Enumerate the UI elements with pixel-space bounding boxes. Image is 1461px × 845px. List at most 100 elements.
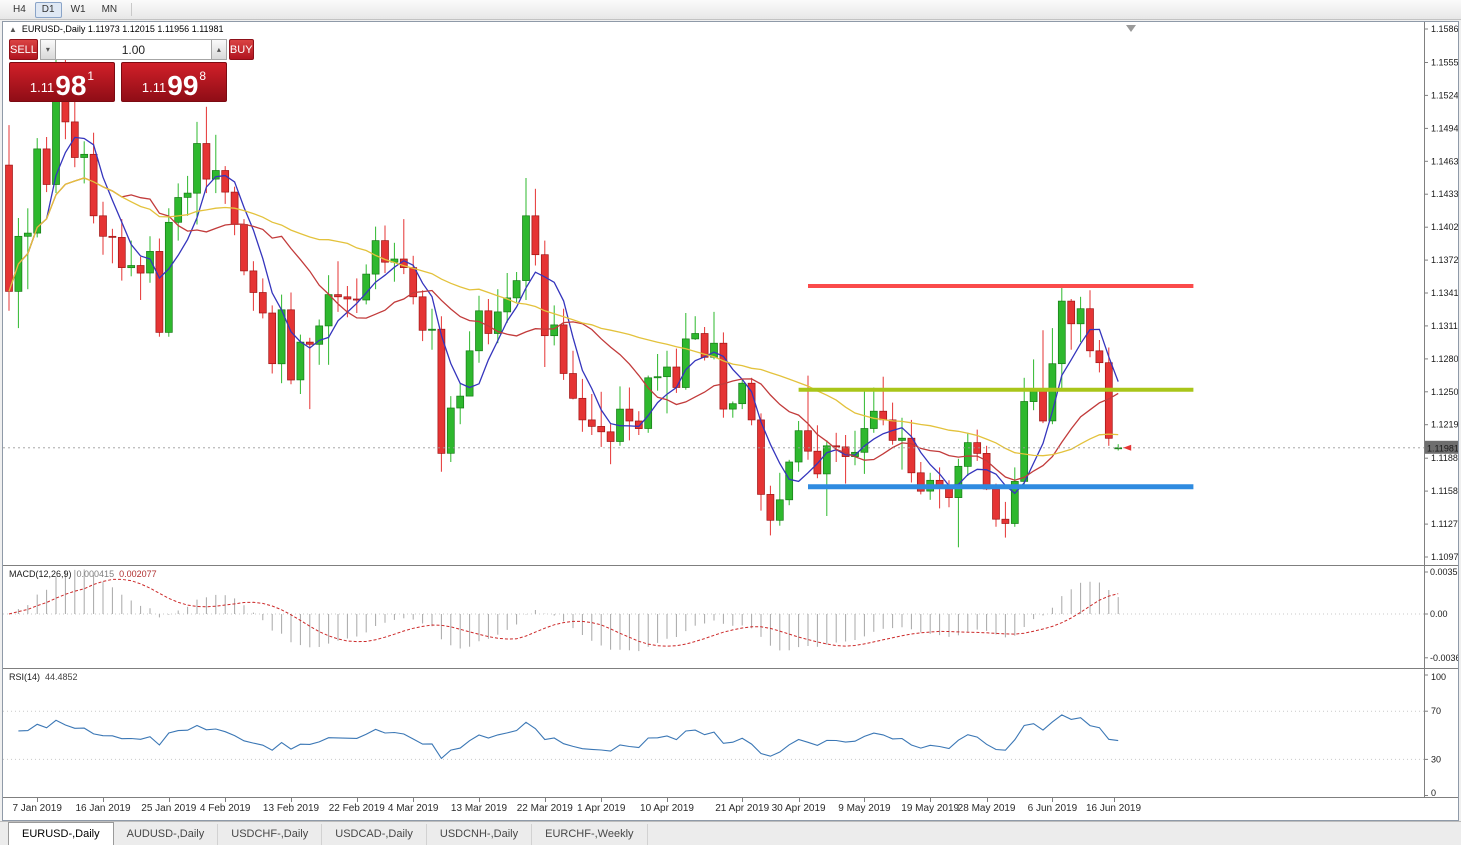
chart-window: 1.15860 1.15550 1.15245 1.14940 1.14635 1.143…	[2, 21, 1459, 821]
svg-text:-0.00367: -0.00367	[1430, 653, 1458, 663]
chart-shift-marker[interactable]	[1126, 25, 1136, 32]
date-label: 6 Jun 2019	[1027, 803, 1078, 814]
macd-canvas[interactable]: 0.003518 0.00 -0.00367	[3, 566, 1458, 668]
one-click-collapse-icon[interactable]: ▲	[9, 24, 17, 34]
volume-input[interactable]	[55, 39, 211, 60]
date-tick	[1113, 798, 1115, 802]
svg-text:1.12500: 1.12500	[1431, 387, 1458, 397]
date-label: 13 Feb 2019	[262, 803, 320, 814]
date-tick	[798, 798, 800, 802]
date-tick	[986, 798, 988, 802]
svg-text:100: 100	[1431, 672, 1446, 682]
timeframe-mn-button[interactable]: MN	[95, 2, 125, 18]
date-tick	[225, 798, 227, 802]
svg-text:1.11885: 1.11885	[1431, 453, 1458, 463]
macd-pane: 0.003518 0.00 -0.00367 MACD(12,26,9) 0.0004…	[3, 566, 1458, 669]
date-label: 25 Jan 2019	[141, 803, 197, 814]
date-tick	[601, 798, 603, 802]
date-label: 21 Apr 2019	[715, 803, 770, 814]
date-tick	[667, 798, 668, 802]
svg-text:1.13415: 1.13415	[1431, 288, 1458, 298]
timeframe-h4-button[interactable]: H4	[6, 2, 33, 18]
date-label: 22 Mar 2019	[516, 803, 573, 814]
date-label: 30 Apr 2019	[771, 803, 826, 814]
buy-button[interactable]: BUY	[228, 39, 254, 60]
rsi-canvas[interactable]: 100 70 30 0	[3, 669, 1458, 797]
macd-label: MACD(12,26,9) 0.000415 0.002077	[9, 569, 162, 579]
chart-tab-bar: EURUSD-,Daily AUDUSD-,Daily USDCHF-,Dail…	[0, 821, 1461, 845]
sell-price-main: 98	[55, 70, 87, 102]
date-label: 22 Feb 2019	[328, 803, 385, 814]
date-label: 10 Apr 2019	[640, 803, 694, 814]
date-axis[interactable]: 7 Jan 2019 16 Jan 2019 25 Jan 2019 4 Feb 20…	[3, 798, 1458, 820]
date-tick	[742, 798, 744, 802]
date-label: 19 May 2019	[901, 803, 960, 814]
sell-button[interactable]: SELL	[9, 39, 38, 60]
sell-price-pip: 1	[87, 69, 95, 83]
svg-text:0.003518: 0.003518	[1430, 567, 1458, 577]
buy-price-main: 99	[167, 70, 199, 102]
timeframe-d1-button[interactable]: D1	[34, 1, 62, 18]
buy-price-prefix: 1.11	[141, 80, 167, 95]
tab-eurchf-weekly[interactable]: EURCHF-,Weekly	[532, 824, 648, 845]
macd-signal-line	[8, 578, 1119, 647]
date-label: 1 Apr 2019	[577, 803, 626, 814]
tab-usdcad-daily[interactable]: USDCAD-,Daily	[322, 824, 427, 845]
current-price-badge	[1425, 440, 1458, 454]
toolbar-separator	[131, 3, 133, 16]
timeframe-toolbar: H4 D1 W1 MN	[0, 0, 1461, 20]
svg-text:1.15245: 1.15245	[1431, 90, 1458, 100]
ma-line-13	[8, 177, 1119, 481]
svg-text:1.12805: 1.12805	[1431, 354, 1458, 364]
macd-value-signal: 0.002077	[119, 569, 157, 579]
rsi-name: RSI(14)	[9, 672, 41, 682]
price-axis[interactable]: 1.15860 1.15550 1.15245 1.14940 1.14635 1.143…	[1424, 24, 1458, 562]
svg-text:1.14940: 1.14940	[1431, 123, 1458, 133]
timeframe-w1-button[interactable]: W1	[64, 2, 93, 18]
chart-title-row: ▲ EURUSD-,Daily 1.11973 1.12015 1.11956 …	[9, 24, 224, 34]
date-tick	[356, 798, 358, 802]
date-tick	[291, 798, 292, 802]
date-label: 28 May 2019	[957, 803, 1016, 814]
macd-value-main: 0.000415	[76, 569, 115, 579]
rsi-label: RSI(14) 44.4852	[9, 672, 83, 682]
date-label: 7 Jan 2019	[12, 803, 62, 814]
svg-text:1.15860: 1.15860	[1431, 24, 1458, 34]
svg-text:1.14635: 1.14635	[1431, 156, 1458, 166]
macd-histogram	[17, 569, 1119, 652]
date-tick	[544, 798, 546, 802]
sell-price-prefix: 1.11	[29, 80, 55, 95]
volume-control: ▾ ▴	[39, 39, 227, 60]
volume-down-button[interactable]: ▾	[39, 39, 56, 60]
rsi-pane: 100 70 30 0 RSI(14) 44.4852	[3, 669, 1458, 798]
svg-text:1.13720: 1.13720	[1431, 255, 1458, 265]
date-tick	[864, 798, 866, 802]
tab-audusd-daily[interactable]: AUDUSD-,Daily	[114, 824, 219, 845]
svg-text:1.11275: 1.11275	[1431, 519, 1458, 529]
sell-price-display[interactable]: 1.11 98 1	[9, 62, 115, 102]
tab-eurusd-daily[interactable]: EURUSD-,Daily	[8, 822, 114, 845]
main-price-pane: 1.15860 1.15550 1.15245 1.14940 1.14635 1.143…	[3, 22, 1458, 566]
buy-price-display[interactable]: 1.11 99 8	[121, 62, 227, 102]
ma-line-34	[8, 177, 1119, 457]
date-tick	[413, 798, 415, 802]
svg-text:1.12195: 1.12195	[1431, 420, 1458, 430]
date-tick	[37, 798, 39, 802]
svg-text:30: 30	[1431, 754, 1441, 764]
rsi-value: 44.4852	[45, 672, 78, 682]
rsi-line	[18, 714, 1119, 760]
tab-usdchf-daily[interactable]: USDCHF-,Daily	[218, 824, 323, 845]
date-label: 16 Jan 2019	[75, 803, 131, 814]
last-price-arrow	[1123, 444, 1132, 451]
date-tick	[930, 798, 932, 802]
svg-text:0: 0	[1431, 788, 1436, 797]
tab-usdcnh-daily[interactable]: USDCNH-,Daily	[427, 824, 533, 845]
svg-text:0.00: 0.00	[1430, 609, 1448, 619]
date-tick	[1052, 798, 1054, 802]
candles	[5, 46, 1123, 548]
main-chart-canvas[interactable]: 1.15860 1.15550 1.15245 1.14940 1.14635 1.143…	[3, 22, 1458, 565]
volume-up-button[interactable]: ▴	[210, 39, 227, 60]
date-label: 9 May 2019	[838, 803, 891, 814]
